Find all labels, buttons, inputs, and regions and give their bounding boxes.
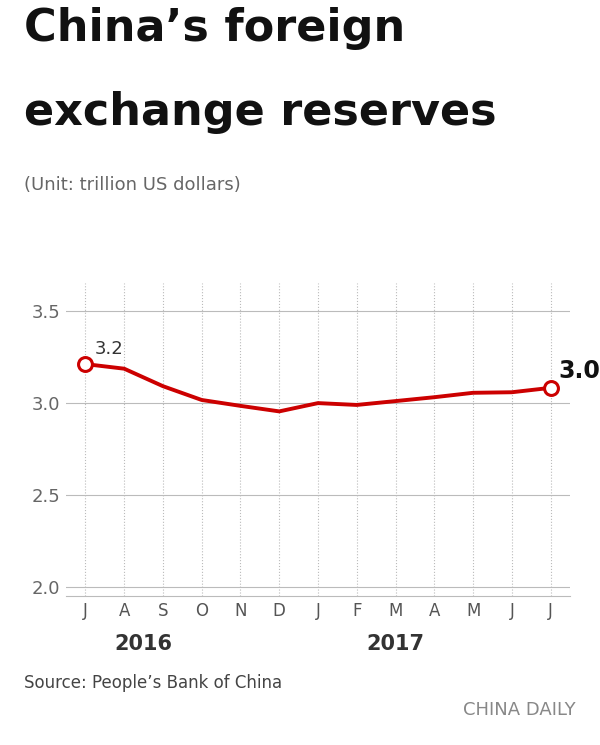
Text: Source: People’s Bank of China: Source: People’s Bank of China	[24, 674, 282, 692]
Text: (Unit: trillion US dollars): (Unit: trillion US dollars)	[24, 176, 241, 194]
Text: CHINA DAILY: CHINA DAILY	[463, 701, 576, 719]
Text: 3.08: 3.08	[559, 359, 600, 383]
Text: 3.2: 3.2	[95, 340, 124, 358]
Text: 2016: 2016	[115, 633, 173, 653]
Text: 2017: 2017	[367, 633, 425, 653]
Text: exchange reserves: exchange reserves	[24, 91, 497, 134]
Text: China’s foreign: China’s foreign	[24, 7, 405, 51]
